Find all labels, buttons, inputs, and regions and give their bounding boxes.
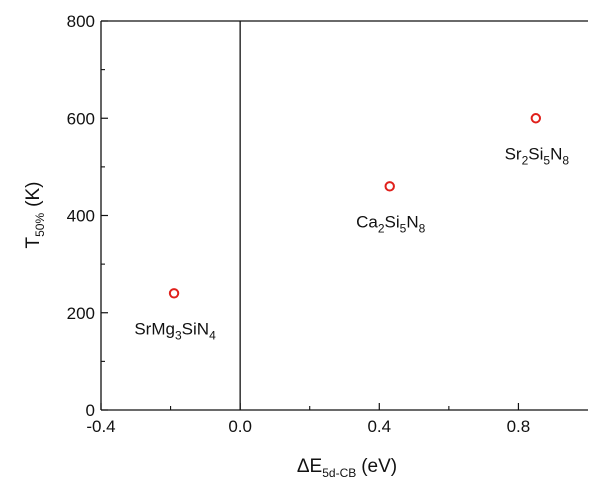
data-point	[168, 288, 180, 299]
y-axis-title-subscript: 50%	[33, 213, 47, 237]
point-labels: SrMg3SiN4 Ca2Si5N8 Sr2Si5N8	[134, 144, 569, 342]
data-point	[384, 181, 395, 192]
data-points	[168, 113, 542, 299]
y-tick-label: 400	[67, 207, 95, 226]
y-axis-title-unit: (K)	[23, 182, 44, 207]
x-tick-label: 0.4	[367, 417, 391, 436]
tick-labels: -0.4 0.0 0.4 0.8 0 200 400 600 800	[67, 12, 531, 436]
tick-marks	[100, 20, 520, 411]
x-tick-label: 0.8	[507, 417, 531, 436]
x-axis-title-unit: (eV)	[361, 456, 397, 477]
y-tick-label: 0	[86, 401, 95, 420]
plot-frame	[100, 20, 588, 411]
data-point-label: Ca2Si5N8	[356, 212, 426, 235]
y-axis-title-main: T	[23, 236, 44, 248]
x-tick-label: -0.4	[86, 417, 115, 436]
y-tick-label: 200	[67, 304, 95, 323]
data-point-label: SrMg3SiN4	[134, 319, 216, 342]
x-tick-label: 0.0	[228, 417, 252, 436]
x-axis-title-main: ΔE	[297, 456, 322, 477]
y-tick-label: 800	[67, 12, 95, 31]
x-axis-title: ΔE5d-CB (eV)	[297, 456, 397, 479]
data-point	[530, 113, 542, 124]
data-point-label: Sr2Si5N8	[505, 144, 570, 167]
x-axis-title-subscript: 5d-CB	[322, 466, 356, 479]
y-tick-label: 600	[67, 109, 95, 128]
y-axis-title: T50% (K)	[23, 182, 47, 249]
